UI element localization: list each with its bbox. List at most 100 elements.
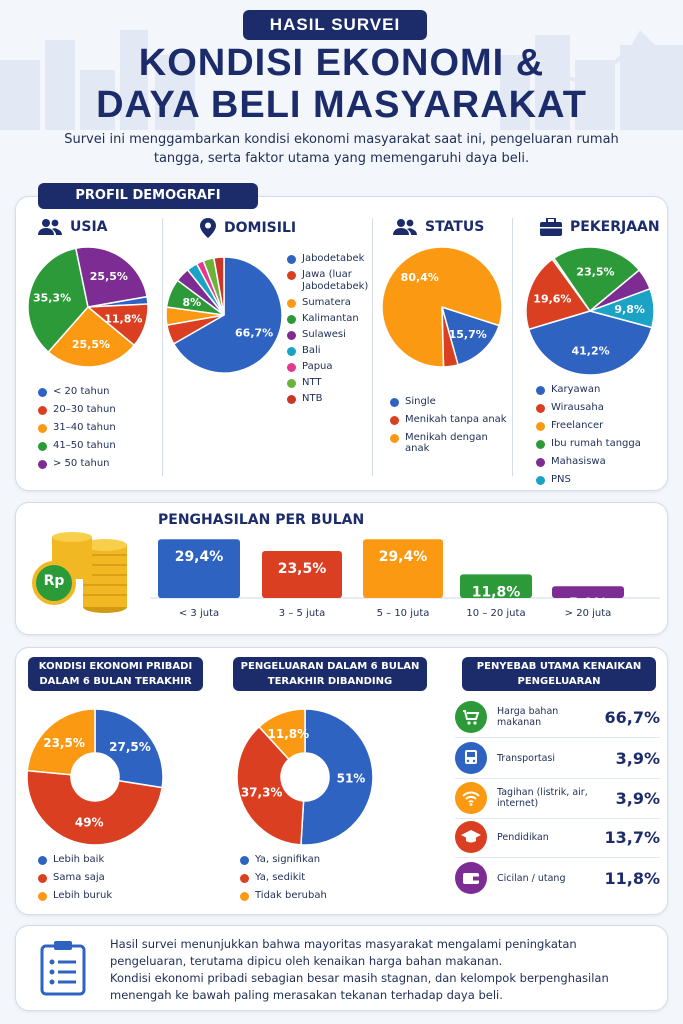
legend-swatch bbox=[38, 424, 47, 433]
legend-swatch bbox=[536, 440, 545, 449]
pengeluaran-slice bbox=[258, 708, 306, 761]
pekerjaan-title-text: PEKERJAAN bbox=[570, 219, 660, 235]
penyebab-label: Tagihan (listrik, air, internet) bbox=[497, 787, 588, 809]
legend-swatch bbox=[240, 856, 249, 865]
pekerjaan-legend-item: Ibu rumah tangga bbox=[536, 438, 661, 456]
penyebab-title: PENYEBAB UTAMA KENAIKAN PENGELUARAN bbox=[462, 657, 656, 691]
penyebab-value: 3,9% bbox=[615, 788, 660, 808]
status-slice-label: 15,7% bbox=[449, 328, 487, 341]
legend-label: Single bbox=[405, 396, 436, 407]
legend-label: 41–50 tahun bbox=[53, 440, 116, 451]
legend-swatch bbox=[38, 442, 47, 451]
legend-label: Bali bbox=[302, 345, 321, 356]
legend-swatch bbox=[390, 416, 399, 425]
usia-slice bbox=[47, 305, 136, 368]
bus-icon bbox=[455, 742, 487, 774]
penyebab-label: Pendidikan bbox=[497, 831, 549, 843]
pekerjaan-pie-chart: 41,2% 19,6% 23,5% 9,8% bbox=[525, 246, 655, 376]
legend-swatch bbox=[240, 874, 249, 883]
page-title-line1: KONDISI EKONOMI & bbox=[138, 42, 545, 84]
legend-label: Lebih buruk bbox=[53, 890, 113, 901]
penyebab-item: Cicilan / utang 11,8% bbox=[455, 859, 660, 897]
legend-swatch bbox=[287, 347, 296, 356]
legend-label: Ya, sedikit bbox=[255, 872, 306, 883]
domisili-legend-item: Bali bbox=[287, 345, 369, 357]
status-title: STATUS bbox=[393, 218, 484, 236]
penyebab-divider bbox=[455, 778, 660, 779]
page-title-line2: DAYA BELI MASYARAKAT bbox=[96, 84, 587, 126]
kondisi-legend-item: Lebih baik bbox=[38, 854, 158, 872]
legend-swatch bbox=[390, 434, 399, 443]
domisili-title: DOMISILI bbox=[200, 218, 296, 238]
pekerjaan-slice-label: 23,5% bbox=[576, 266, 614, 279]
kondisi-legend-item: Lebih buruk bbox=[38, 890, 158, 908]
pekerjaan-legend-item: Karyawan bbox=[536, 384, 661, 402]
conclusion-panel bbox=[15, 925, 668, 1011]
pengeluaran-title: PENGELUARAN DALAM 6 BULAN TERAKHIR DIBAN… bbox=[233, 657, 427, 702]
legend-label: Sumatera bbox=[302, 297, 351, 308]
kondisi-slice bbox=[94, 708, 164, 789]
legend-label: Ya, signifikan bbox=[255, 854, 321, 865]
pengeluaran-legend-item: Ya, signifikan bbox=[240, 854, 380, 872]
domisili-legend: Jabodetabek Jawa (luar Jabodetabek) Sumate… bbox=[287, 253, 369, 409]
legend-label: Lebih baik bbox=[53, 854, 105, 865]
divider-3 bbox=[512, 218, 513, 476]
legend-label: Freelancer bbox=[551, 420, 604, 431]
usia-slice bbox=[74, 246, 148, 308]
income-bar-value: 23,5% bbox=[278, 561, 327, 577]
legend-label: Wirausaha bbox=[551, 402, 604, 413]
income-category-label: 10 – 20 juta bbox=[466, 608, 525, 619]
usia-legend-item: 41–50 tahun bbox=[38, 440, 158, 458]
divider-2 bbox=[372, 218, 373, 476]
usia-legend-item: < 20 tahun bbox=[38, 386, 158, 404]
page-subtitle: Survei ini menggambarkan kondisi ekonomi… bbox=[64, 132, 619, 166]
people-icon bbox=[393, 219, 417, 235]
legend-swatch bbox=[536, 458, 545, 467]
domisili-legend-item: Papua bbox=[287, 361, 369, 373]
legend-label: Jabodetabek bbox=[302, 253, 365, 264]
location-pin-icon bbox=[200, 218, 216, 238]
conclusion-line2: Kondisi ekonomi pribadi sebagian besar m… bbox=[110, 971, 609, 1002]
income-bar bbox=[158, 539, 240, 598]
clipboard-icon bbox=[40, 941, 86, 996]
pekerjaan-legend-item: Wirausaha bbox=[536, 402, 661, 420]
pengeluaran-legend: Ya, signifikan Ya, sedikit Tidak berubah bbox=[240, 854, 380, 908]
pengeluaran-donut-chart: 51% 37,3% 11,8% bbox=[236, 708, 374, 846]
penyebab-item: Harga bahan makanan 66,7% bbox=[455, 698, 660, 736]
usia-title-text: USIA bbox=[70, 219, 108, 235]
legend-swatch bbox=[536, 404, 545, 413]
pengeluaran-slice-label: 11,8% bbox=[268, 727, 310, 741]
legend-label: Menikah dengan anak bbox=[405, 432, 488, 454]
pekerjaan-slice bbox=[527, 310, 653, 376]
kondisi-legend: Lebih baik Sama saja Lebih buruk bbox=[38, 854, 158, 908]
penyebab-value: 13,7% bbox=[604, 827, 660, 847]
legend-label: Ibu rumah tangga bbox=[551, 438, 641, 449]
divider-1 bbox=[162, 218, 163, 476]
status-slice-label: 80,4% bbox=[401, 271, 439, 284]
legend-swatch bbox=[38, 892, 47, 901]
domisili-legend-item: Kalimantan bbox=[287, 313, 369, 325]
legend-label: Mahasiswa bbox=[551, 456, 606, 467]
pekerjaan-legend-item: PNS bbox=[536, 474, 661, 492]
legend-label: > 50 tahun bbox=[53, 458, 110, 469]
legend-swatch bbox=[287, 299, 296, 308]
usia-pie-chart: 11,8% 25,5% 35,3% 25,5% bbox=[27, 246, 149, 368]
legend-swatch bbox=[287, 363, 296, 372]
income-category-label: 3 – 5 juta bbox=[279, 608, 325, 619]
usia-slice-label: 25,5% bbox=[72, 338, 110, 351]
pekerjaan-slice-label: 41,2% bbox=[571, 345, 609, 358]
penyebab-divider bbox=[455, 737, 660, 738]
kondisi-slice-label: 27,5% bbox=[109, 740, 151, 754]
legend-label: Sama saja bbox=[53, 872, 105, 883]
kondisi-slice-label: 49% bbox=[75, 816, 104, 830]
domisili-slice-label: 66,7% bbox=[235, 326, 273, 339]
income-bar bbox=[363, 539, 443, 598]
income-category-label: > 20 juta bbox=[565, 608, 612, 619]
income-bar-value: 29,4% bbox=[379, 549, 428, 565]
pekerjaan-slice bbox=[552, 246, 641, 313]
cart-icon bbox=[455, 701, 487, 733]
legend-label: PNS bbox=[551, 474, 571, 485]
penyebab-item: Tagihan (listrik, air, internet) 3,9% bbox=[455, 779, 660, 817]
penyebab-value: 3,9% bbox=[615, 748, 660, 768]
status-legend-item: Single bbox=[390, 396, 510, 414]
